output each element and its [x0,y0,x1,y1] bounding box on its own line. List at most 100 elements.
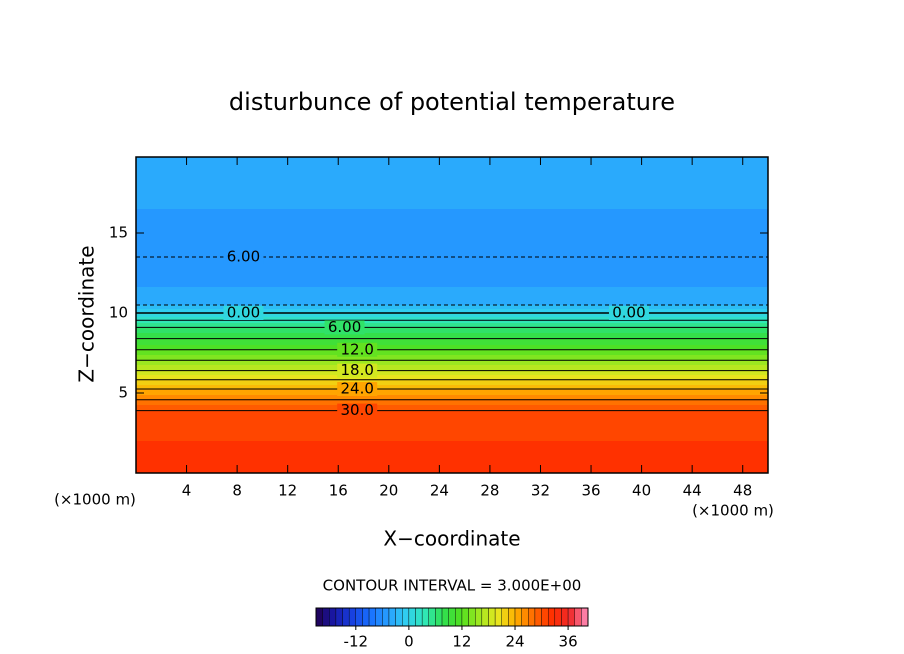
x-tick-label: 8 [232,482,242,500]
field-cell [136,233,768,236]
field-cell [136,453,768,456]
colorbar-cell [335,607,343,627]
field-cell [136,299,768,302]
x-unit-label: (×1000 m) [54,491,136,509]
field-cell [136,293,768,296]
field-cell [136,465,768,468]
field-cell [136,389,768,392]
field-cell [136,175,768,178]
field-cell [136,197,768,200]
contour-label: 6.00 [227,248,260,266]
field-cell [136,443,768,446]
y-tick-label: 15 [109,224,128,242]
field-cell [136,297,768,300]
field-cell [136,335,768,338]
field-cell [136,309,768,312]
field-cell [136,187,768,190]
field-cell [136,387,768,390]
field-cell [136,207,768,210]
field-cell [136,317,768,320]
field-cell [136,285,768,288]
contour-label-bg [608,306,649,320]
field-cell [136,433,768,436]
field-cell [136,307,768,310]
colorbar-cell [475,607,483,627]
contour-label-bg [324,320,365,335]
field-cell [136,303,768,306]
contour-label-bg [337,403,378,418]
field-cell [136,275,768,278]
field-cell [136,407,768,410]
contour-label-bg [223,306,264,320]
field-cell [136,243,768,246]
field-cell [136,245,768,248]
x-tick-label: 36 [581,482,600,500]
colorbar-cell [448,607,456,627]
field-cell [136,159,768,162]
field-cell [136,357,768,360]
field-cell [136,365,768,368]
contour-label: 24.0 [340,380,373,398]
colorbar-cell [481,607,489,627]
colorbar-cell [402,607,410,627]
field-cell [136,247,768,250]
field-cell [136,213,768,216]
field-cell [136,411,768,414]
field-cell [136,237,768,240]
field-cell [136,289,768,292]
field-cell [136,171,768,174]
contour-interval: CONTOUR INTERVAL = 3.000E+00 [323,577,582,595]
field-cell [136,311,768,314]
contour-label-bg [223,250,264,264]
field-cell [136,397,768,400]
field-cell [136,215,768,218]
field-cell [136,315,768,318]
colorbar-cell [521,607,529,627]
x-tick-label: 48 [733,482,752,500]
field-cell [136,169,768,172]
field-cell [136,269,768,272]
field-cell [136,367,768,370]
field-cell [136,219,768,222]
colorbar-cell [355,607,363,627]
colorbar-cell [541,607,549,627]
colorbar-cell [574,607,582,627]
x-unit-label: (×1000 m) [692,502,774,520]
field-cell [136,329,768,332]
field-cell [136,451,768,454]
field-cell [136,295,768,298]
colorbar-tick-label: 0 [404,633,414,651]
field-cell [136,193,768,196]
colorbar-cell [581,607,589,627]
colorbar-cell [408,607,416,627]
field-cell [136,393,768,396]
field-cell [136,439,768,442]
contour-label: 6.00 [328,318,361,336]
field-cell [136,331,768,334]
field-cell [136,355,768,358]
field-cell [136,167,768,170]
field-cell [136,403,768,406]
field-cell [136,261,768,264]
field-cell [136,273,768,276]
field-cell [136,189,768,192]
field-cell [136,361,768,364]
field-cell [136,467,768,470]
field-cell [136,283,768,286]
x-tick-label: 32 [531,482,550,500]
x-tick-label: 24 [430,482,449,500]
field-cell [136,441,768,444]
colorbar-cell [468,607,476,627]
x-tick-label: 16 [329,482,348,500]
field-cell [136,177,768,180]
y-axis-label: Z−coordinate [75,245,99,382]
field-cell [136,435,768,438]
contour-label-bg [337,342,378,357]
field-cell [136,217,768,220]
field-cell [136,225,768,228]
field-cell [136,333,768,336]
colorbar-tick-label: 36 [559,633,578,651]
colorbar-cell [322,607,330,627]
field-cell [136,239,768,242]
field-cell [136,323,768,326]
